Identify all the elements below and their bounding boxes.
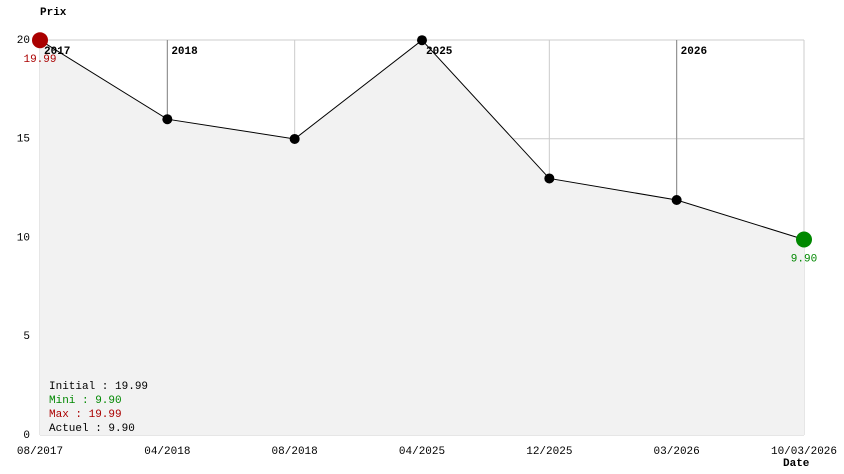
area <box>40 40 804 435</box>
x-tick-label: 03/2026 <box>654 446 700 458</box>
point <box>32 32 48 49</box>
point <box>671 194 682 205</box>
y-tick-label: 5 <box>23 331 30 343</box>
x-tick-label: 08/2017 <box>17 446 63 458</box>
x-tick-label: 04/2025 <box>399 446 445 458</box>
x-tick-label: 04/2018 <box>144 446 190 458</box>
x-tick-label: 10/03/2026 <box>771 446 837 458</box>
point <box>289 133 300 144</box>
year-marker-label: 2025 <box>426 46 453 58</box>
point <box>544 173 555 184</box>
y-axis-title: Prix <box>40 7 67 19</box>
stat: Mini : 9.90 <box>49 395 122 407</box>
stat: Max : 19.99 <box>49 409 122 421</box>
x-tick-label: 12/2025 <box>526 446 572 458</box>
stat: Actuel : 9.90 <box>49 423 135 435</box>
value-label: 9.90 <box>791 253 817 265</box>
point <box>162 114 173 125</box>
stat: Initial : 19.99 <box>49 381 148 393</box>
point <box>796 231 812 248</box>
year-marker-label: 2026 <box>681 46 707 58</box>
y-tick-label: 0 <box>23 430 30 442</box>
x-tick-label: 08/2018 <box>272 446 318 458</box>
point <box>417 35 427 46</box>
y-tick-label: 10 <box>17 232 30 244</box>
y-tick-label: 15 <box>17 134 30 146</box>
year-marker-label: 2018 <box>171 46 198 58</box>
x-axis-title: Date <box>783 458 810 470</box>
y-tick-label: 20 <box>17 35 30 47</box>
value-label: 19.99 <box>23 54 56 66</box>
